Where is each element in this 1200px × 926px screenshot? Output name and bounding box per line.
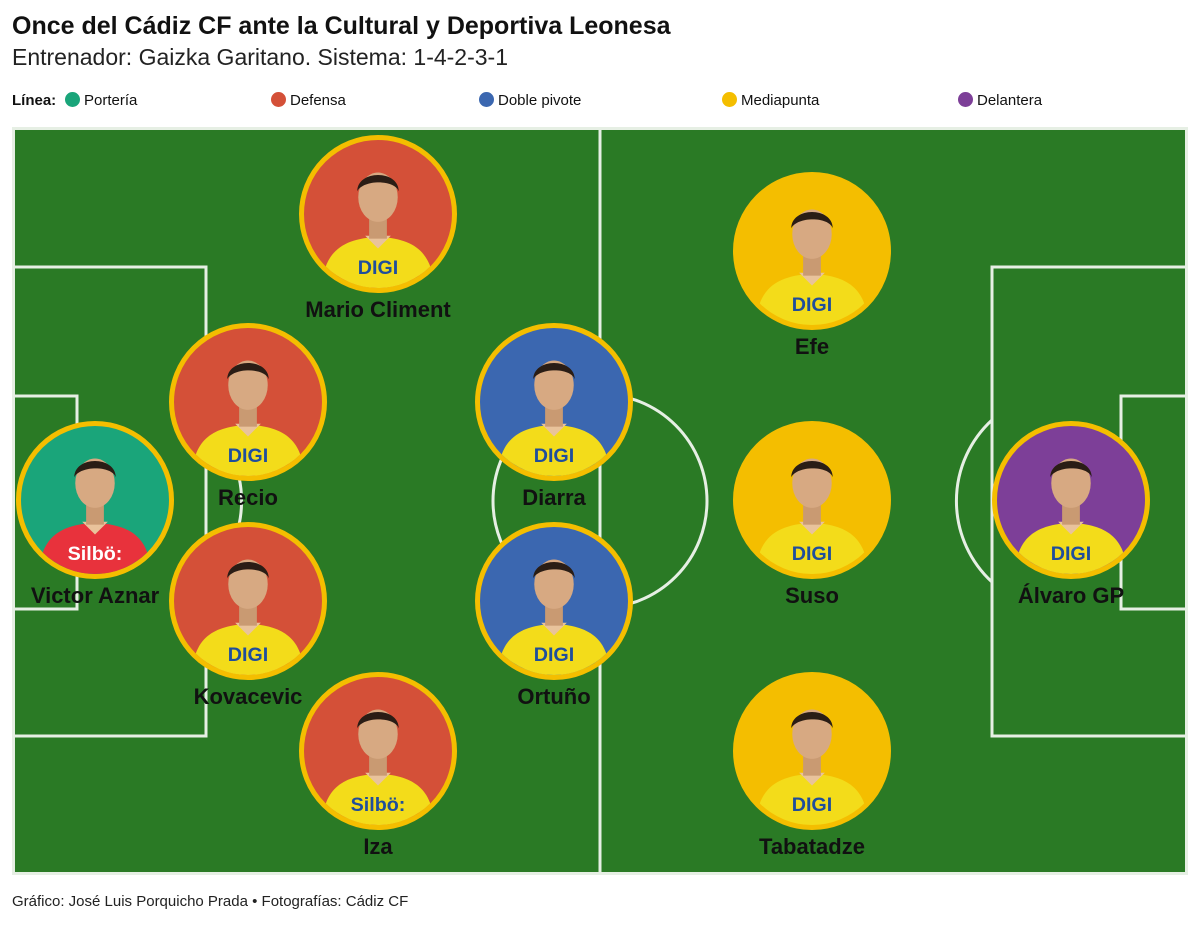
player-name: Suso [785, 583, 839, 608]
svg-text:DIGI: DIGI [534, 644, 575, 666]
svg-text:Silbö:: Silbö: [351, 794, 406, 816]
legend-label: Delantera [977, 92, 1043, 109]
player-name: Kovacevic [193, 684, 303, 709]
player-photo: Silbö: [16, 421, 174, 579]
legend-dot-icon [479, 92, 494, 107]
player-name: Iza [363, 834, 393, 859]
football-pitch: Silbö: Victor Aznar DIGI Mario Climent D… [12, 127, 1188, 875]
player-name: Ortuño [517, 684, 591, 709]
legend-label: Portería [84, 92, 138, 109]
svg-text:DIGI: DIGI [792, 543, 833, 565]
legend-label: Defensa [290, 92, 346, 109]
player-card-efe[interactable]: DIGI Efe [732, 172, 892, 359]
svg-text:DIGI: DIGI [534, 445, 575, 467]
player-photo: DIGI [992, 421, 1150, 579]
player-photo: DIGI [475, 323, 633, 481]
player-portrait-icon: DIGI [191, 360, 305, 476]
player-card-victor-aznar[interactable]: Silbö: Victor Aznar [15, 421, 175, 608]
player-photo: DIGI [475, 522, 633, 680]
player-card-ortuno[interactable]: DIGI Ortuño [474, 522, 634, 709]
player-name: Mario Climent [305, 297, 451, 322]
left-penalty-area [15, 265, 208, 738]
player-name: Diarra [522, 485, 586, 510]
player-portrait-icon: DIGI [497, 559, 611, 675]
player-card-suso[interactable]: DIGI Suso [732, 421, 892, 608]
legend-item-mediapunta: Mediapunta [722, 92, 819, 109]
legend-item-delantera: Delantera [958, 92, 1042, 109]
credit-line: Gráfico: José Luis Porquicho Prada • Fot… [12, 893, 409, 910]
player-card-diarra[interactable]: DIGI Diarra [474, 323, 634, 510]
player-card-tabatadze[interactable]: DIGI Tabatadze [732, 672, 892, 859]
svg-text:DIGI: DIGI [228, 644, 269, 666]
svg-text:DIGI: DIGI [792, 294, 833, 316]
player-name: Tabatadze [759, 834, 865, 859]
player-photo: DIGI [299, 135, 457, 293]
svg-text:DIGI: DIGI [1051, 543, 1092, 565]
player-photo: DIGI [169, 323, 327, 481]
player-name: Victor Aznar [30, 583, 160, 608]
player-card-mario-climent[interactable]: DIGI Mario Climent [298, 135, 458, 322]
right-penalty-arc [955, 418, 994, 584]
player-portrait-icon: DIGI [755, 458, 869, 574]
legend: Línea: Portería Defensa Doble pivote Med… [12, 90, 1192, 112]
player-photo: DIGI [733, 172, 891, 330]
player-photo: DIGI [733, 421, 891, 579]
legend-item-defensa: Defensa [271, 92, 346, 109]
player-name: Álvaro GP [1017, 583, 1125, 608]
legend-label: Mediapunta [741, 92, 820, 109]
player-portrait-icon: DIGI [497, 360, 611, 476]
svg-text:DIGI: DIGI [358, 257, 399, 279]
player-portrait-icon: DIGI [321, 172, 435, 288]
player-portrait-icon: Silbö: [38, 458, 152, 574]
player-name: Recio [218, 485, 278, 510]
player-portrait-icon: DIGI [191, 559, 305, 675]
player-card-alvaro-gp[interactable]: DIGI Álvaro GP [991, 421, 1151, 608]
legend-label: Doble pivote [498, 92, 582, 109]
svg-text:Silbö:: Silbö: [68, 543, 123, 565]
player-card-recio[interactable]: DIGI Recio [168, 323, 328, 510]
chart-title: Once del Cádiz CF ante la Cultural y Dep… [12, 12, 671, 40]
legend-item-porteria: Portería [65, 92, 137, 109]
legend-dot-icon [65, 92, 80, 107]
legend-dot-icon [958, 92, 973, 107]
player-portrait-icon: DIGI [755, 709, 869, 825]
legend-dot-icon [271, 92, 286, 107]
legend-item-doble-pivote: Doble pivote [479, 92, 581, 109]
player-portrait-icon: DIGI [1014, 458, 1128, 574]
player-portrait-icon: Silbö: [321, 709, 435, 825]
legend-dot-icon [722, 92, 737, 107]
player-card-iza[interactable]: Silbö: Iza [298, 672, 458, 859]
player-name: Efe [794, 334, 830, 359]
svg-text:DIGI: DIGI [792, 794, 833, 816]
legend-title: Línea: [12, 92, 57, 109]
player-photo: Silbö: [299, 672, 457, 830]
player-portrait-icon: DIGI [755, 209, 869, 325]
player-photo: DIGI [169, 522, 327, 680]
player-card-kovacevic[interactable]: DIGI Kovacevic [168, 522, 328, 709]
svg-text:DIGI: DIGI [228, 445, 269, 467]
player-photo: DIGI [733, 672, 891, 830]
chart-subtitle: Entrenador: Gaizka Garitano. Sistema: 1-… [12, 44, 509, 70]
